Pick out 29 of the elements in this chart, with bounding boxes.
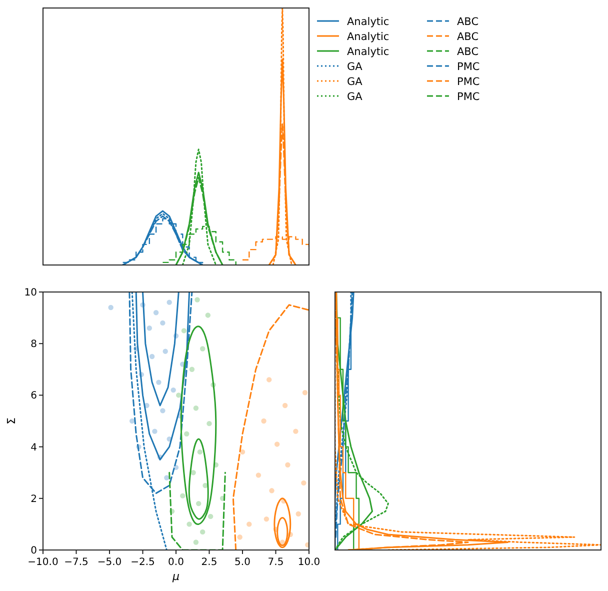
legend-label: PMC bbox=[457, 76, 480, 88]
legend-label: ABC bbox=[457, 31, 479, 43]
legend-label: PMC bbox=[457, 61, 480, 73]
x-tick-label: 7.5 bbox=[268, 557, 284, 568]
legend-label: GA bbox=[347, 91, 364, 103]
legend-label: Analytic bbox=[347, 46, 390, 58]
legend-label: Analytic bbox=[347, 16, 390, 28]
x-tick-label: −2.5 bbox=[130, 557, 155, 568]
legend-label: GA bbox=[347, 76, 364, 88]
y-tick-label: 2 bbox=[30, 494, 37, 505]
legend-label: PMC bbox=[457, 91, 480, 103]
y-tick-label: 6 bbox=[30, 390, 37, 402]
x-tick-label: 10.0 bbox=[298, 557, 320, 568]
y-tick-label: 10 bbox=[24, 288, 37, 298]
x-tick-label: −7.5 bbox=[64, 557, 88, 568]
y-axis-title: Σ bbox=[5, 417, 18, 424]
legend-label: ABC bbox=[457, 16, 479, 28]
legend-label: Analytic bbox=[347, 31, 390, 43]
x-tick-label: −10.0 bbox=[28, 557, 58, 568]
x-tick-label: 2.5 bbox=[201, 557, 218, 568]
y-tick-label: 4 bbox=[30, 442, 37, 454]
y-tick-label: 0 bbox=[30, 546, 37, 556]
x-tick-label: 5.0 bbox=[234, 557, 250, 568]
legend-label: ABC bbox=[457, 46, 479, 58]
x-tick-label: −5.0 bbox=[97, 557, 122, 568]
x-axis-title: μ bbox=[172, 570, 180, 583]
legend-label: GA bbox=[347, 61, 364, 73]
y-tick-label: 8 bbox=[30, 339, 37, 350]
x-tick-label: 0.0 bbox=[168, 557, 184, 568]
